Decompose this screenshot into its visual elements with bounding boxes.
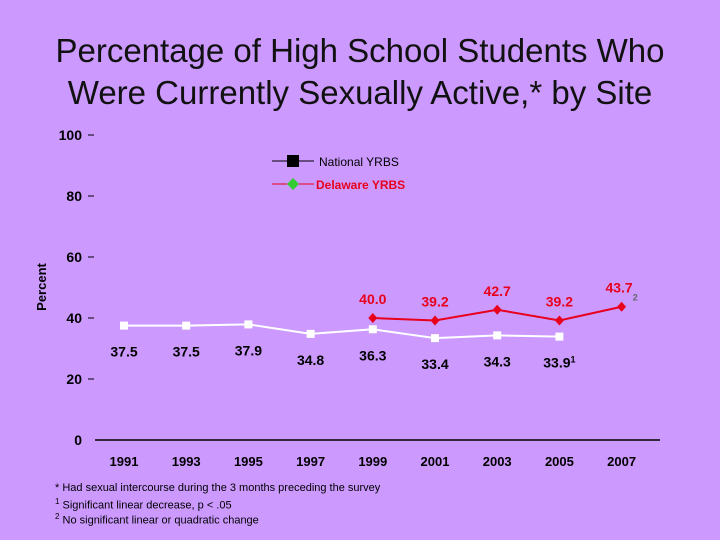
x-tick-label-2005: 2005: [545, 454, 574, 469]
footnote-star: * Had sexual intercourse during the 3 mo…: [55, 482, 381, 494]
data-label-national-1993: 37.5: [173, 344, 200, 360]
x-tick-label-1991: 1991: [110, 454, 139, 469]
point-national-1995: [244, 320, 253, 329]
title-line-1: Percentage of High School Students Who: [55, 32, 665, 69]
data-label-delaware-2003: 42.7: [484, 283, 511, 299]
data-label-delaware-2001: 39.2: [421, 293, 448, 309]
point-national-1993: [182, 321, 191, 330]
data-label-national-1999: 36.3: [359, 347, 386, 363]
point-delaware-2005: [554, 315, 564, 326]
footnote-2-text: No significant linear or quadratic chang…: [59, 514, 259, 527]
point-national-1997: [306, 329, 315, 338]
footnote-2-mark: 2: [55, 512, 60, 521]
x-tick-label-1993: 1993: [172, 454, 201, 469]
title-line-2: Were Currently Sexually Active,* by Site: [67, 74, 653, 111]
legend-marker-national: [287, 155, 299, 167]
x-tick-label-1997: 1997: [296, 454, 325, 469]
chart-title: Percentage of High School Students Who W…: [0, 30, 720, 114]
y-tick-label-80: 80: [66, 188, 82, 204]
footnote-1-text: Significant linear decrease, p < .05: [59, 499, 232, 512]
x-tick-label-2001: 2001: [421, 454, 450, 469]
x-tick-label-1999: 1999: [358, 454, 387, 469]
y-tick-label-100: 100: [59, 127, 83, 143]
data-label-superscript-2007: 2: [633, 293, 638, 303]
data-label-national-1991: 37.5: [110, 344, 137, 360]
data-label-delaware-2005: 39.2: [546, 293, 573, 309]
point-national-2005: [555, 332, 564, 341]
y-tick-label-60: 60: [66, 249, 82, 265]
data-label-national-1995: 37.9: [235, 342, 262, 358]
point-delaware-2003: [492, 304, 502, 315]
footnote-1-mark: 1: [55, 497, 60, 506]
legend-marker-delaware: [287, 178, 299, 190]
data-label-delaware-2007: 43.72: [605, 280, 637, 303]
y-tick-label-0: 0: [74, 432, 82, 448]
footnote-1: 1 Significant linear decrease, p < .05: [55, 497, 232, 512]
point-delaware-1999: [368, 313, 378, 323]
data-label-national-1997: 34.8: [297, 352, 324, 368]
data-label-superscript-2005: 1: [571, 355, 576, 365]
y-tick-label-20: 20: [66, 371, 82, 387]
point-national-2001: [431, 334, 439, 343]
point-delaware-2007: [617, 301, 627, 312]
x-tick-label-2007: 2007: [607, 454, 636, 469]
data-label-national-2001: 33.4: [421, 356, 448, 372]
point-national-2003: [493, 331, 502, 340]
point-national-1999: [368, 325, 377, 334]
data-label-delaware-1999: 40.0: [359, 291, 386, 307]
y-tick-label-40: 40: [66, 310, 82, 326]
series-line-0: [124, 323, 560, 340]
data-label-national-2003: 34.3: [484, 353, 511, 369]
point-delaware-2001: [430, 315, 440, 326]
y-axis-label: Percent: [34, 262, 49, 310]
x-tick-label-2003: 2003: [483, 454, 512, 469]
legend-label-national: National YRBS: [319, 155, 399, 169]
x-tick-label-1995: 1995: [234, 454, 263, 469]
data-label-national-2005: 33.91: [543, 355, 575, 371]
footnote-2: 2 No significant linear or quadratic cha…: [55, 512, 259, 527]
legend-label-delaware: Delaware YRBS: [316, 178, 405, 192]
point-national-1991: [120, 321, 128, 330]
